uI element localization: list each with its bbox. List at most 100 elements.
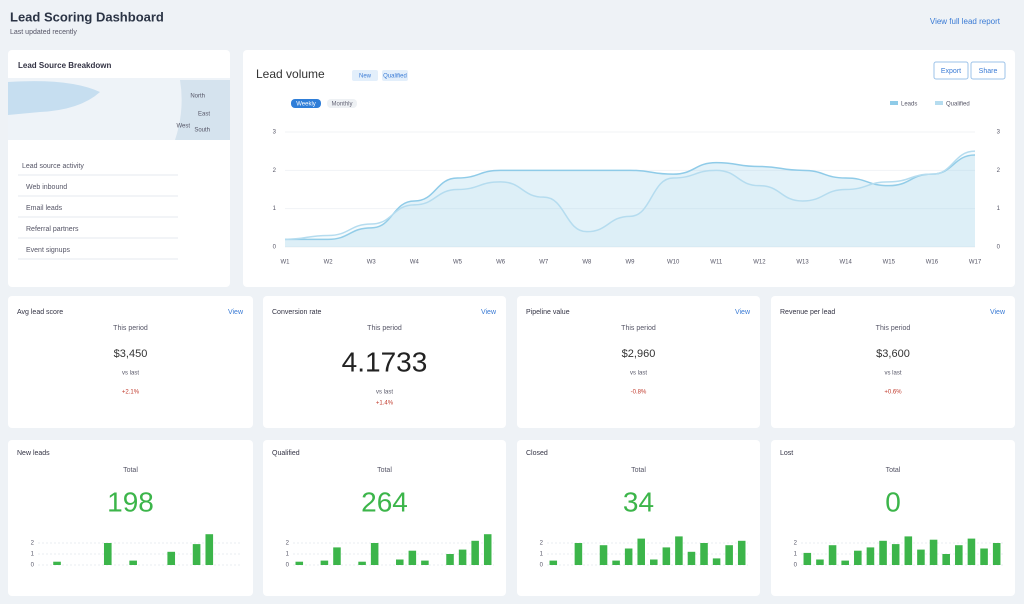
bar	[992, 543, 1001, 565]
page-subtitle: Last updated recently	[10, 29, 77, 36]
map-label: South	[194, 128, 210, 134]
tab[interactable]	[327, 99, 357, 108]
y-tick-label: 0	[540, 563, 544, 569]
bar	[662, 547, 671, 565]
x-tick-label: W2	[324, 260, 334, 266]
kpi-link[interactable]: View	[481, 309, 497, 316]
button[interactable]	[970, 61, 1006, 80]
report-link[interactable]: View full lead report	[930, 17, 1001, 26]
y-tick-label: 0	[794, 563, 798, 569]
x-tick-label: W9	[626, 260, 636, 266]
legend-label: Qualified	[946, 102, 970, 108]
x-tick-label: W14	[839, 260, 852, 266]
x-tick-label: W15	[883, 260, 896, 266]
bar	[624, 548, 633, 565]
bar	[599, 545, 608, 565]
count-value: 198	[107, 486, 154, 517]
badge	[382, 70, 408, 81]
x-tick-label: W10	[667, 260, 680, 266]
bar	[483, 534, 492, 565]
badge	[352, 70, 378, 81]
kpi-title: Pipeline value	[526, 309, 570, 316]
page-title: Lead Scoring Dashboard	[10, 9, 164, 24]
kpi-value: $3,600	[876, 348, 910, 360]
kpi-value: $2,960	[622, 348, 656, 360]
bar	[192, 544, 201, 565]
kpi-change: +0.6%	[884, 390, 902, 396]
bar	[574, 543, 583, 565]
y-tick-label: 2	[286, 541, 290, 547]
bar	[205, 534, 214, 565]
count-subtitle: Total	[631, 467, 646, 474]
y-tick-label: 1	[540, 552, 544, 558]
kpi-link[interactable]: View	[228, 309, 244, 316]
count-card	[517, 440, 760, 596]
bar	[700, 543, 708, 565]
count-card	[263, 440, 506, 596]
bar	[295, 561, 304, 565]
count-subtitle: Total	[377, 467, 392, 474]
tab-label: Weekly	[296, 102, 316, 108]
sidebar-item[interactable]: Web inbound	[26, 184, 67, 191]
bar	[929, 539, 938, 565]
count-title: New leads	[17, 450, 50, 457]
bar	[917, 549, 925, 565]
x-tick-label: W11	[710, 260, 723, 266]
count-value: 34	[623, 486, 654, 517]
bar	[458, 549, 467, 565]
legend-swatch	[935, 101, 943, 105]
bar	[967, 538, 976, 565]
sidebar-item[interactable]: Event signups	[26, 247, 70, 254]
main-chart-card	[243, 50, 1015, 287]
kpi-value: $3,450	[114, 348, 148, 360]
count-title: Qualified	[272, 450, 300, 457]
bar	[333, 547, 341, 565]
x-tick-label: W13	[796, 260, 809, 266]
x-tick-label: W1	[281, 260, 291, 266]
y-tick-label: 1	[286, 552, 290, 558]
x-tick-label: W5	[453, 260, 463, 266]
bar	[687, 551, 696, 565]
kpi-card	[517, 296, 760, 428]
kpi-title: Avg lead score	[17, 309, 63, 316]
x-tick-label: W8	[582, 260, 592, 266]
map-label: North	[190, 94, 205, 100]
y-tick-label: 2	[31, 541, 35, 547]
map-region	[8, 81, 100, 115]
bar	[408, 550, 417, 565]
button-label: Export	[941, 68, 961, 75]
bar	[53, 561, 61, 565]
bar	[841, 560, 849, 565]
button[interactable]	[933, 61, 969, 80]
x-tick-label: W3	[367, 260, 377, 266]
y2-tick-label: 1	[997, 206, 1001, 212]
bar	[612, 560, 620, 565]
bar	[358, 561, 366, 565]
legend-label: Leads	[901, 102, 917, 108]
kpi-link[interactable]: View	[735, 309, 751, 316]
kpi-value: 4.1733	[342, 346, 428, 377]
x-tick-label: W6	[496, 260, 506, 266]
count-card	[8, 440, 253, 596]
y-tick-label: 1	[31, 552, 35, 558]
tab[interactable]	[291, 99, 321, 108]
sidebar-item[interactable]: Referral partners	[26, 226, 79, 233]
kpi-subtitle: This period	[621, 325, 656, 332]
count-title: Lost	[780, 450, 793, 457]
kpi-title: Revenue per lead	[780, 309, 835, 316]
y2-tick-label: 2	[997, 168, 1001, 174]
kpi-link[interactable]: View	[990, 309, 1006, 316]
badge-label: New	[359, 74, 372, 80]
y2-tick-label: 3	[997, 130, 1001, 136]
bar	[471, 540, 479, 565]
kpi-detail: vs last	[630, 371, 647, 377]
sidebar-item[interactable]: Email leads	[26, 205, 63, 212]
kpi-card	[263, 296, 506, 428]
y-tick-label: 1	[273, 206, 277, 212]
badge-label: Qualified	[383, 74, 407, 80]
sidebar-item[interactable]: Lead source activity	[22, 163, 84, 170]
bar	[866, 547, 875, 565]
chart-title: Lead volume	[256, 67, 325, 81]
line	[284, 154, 976, 241]
x-tick-label: W4	[410, 260, 420, 266]
